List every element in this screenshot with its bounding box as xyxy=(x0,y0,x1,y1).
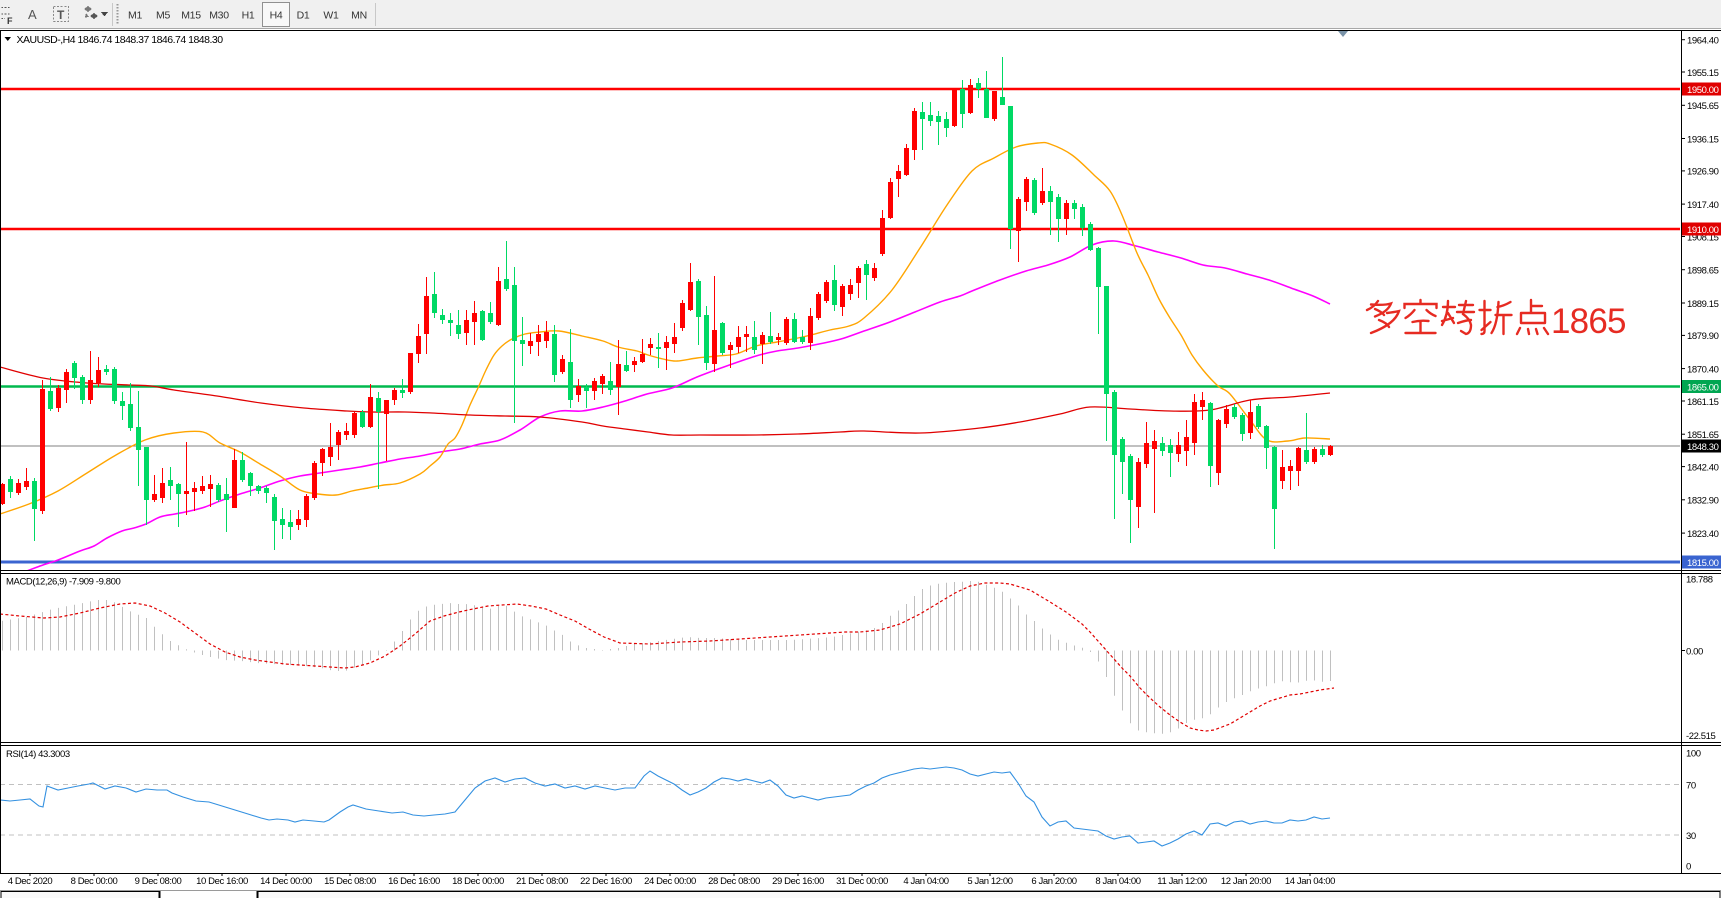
svg-text:70: 70 xyxy=(1686,780,1696,791)
svg-text:1955.15: 1955.15 xyxy=(1687,68,1719,79)
svg-text:D1: D1 xyxy=(297,10,310,22)
svg-text:M5: M5 xyxy=(156,10,170,22)
svg-text:0: 0 xyxy=(1686,862,1691,873)
svg-text:1910.00: 1910.00 xyxy=(1687,225,1719,236)
svg-text:1865: 1865 xyxy=(1551,302,1626,341)
svg-text:T: T xyxy=(57,8,65,22)
svg-text:-22.515: -22.515 xyxy=(1686,731,1716,742)
svg-text:1926.90: 1926.90 xyxy=(1687,167,1719,178)
svg-text:21 Dec 08:00: 21 Dec 08:00 xyxy=(516,876,568,887)
svg-text:F: F xyxy=(7,16,13,26)
svg-text:1908.15: 1908.15 xyxy=(1687,232,1719,243)
svg-text:28 Dec 08:00: 28 Dec 08:00 xyxy=(708,876,760,887)
svg-text:W1: W1 xyxy=(323,10,339,22)
svg-text:29 Dec 16:00: 29 Dec 16:00 xyxy=(772,876,824,887)
svg-text:1950.00: 1950.00 xyxy=(1687,85,1719,96)
svg-text:1964.40: 1964.40 xyxy=(1687,36,1719,47)
svg-text:11 Jan 12:00: 11 Jan 12:00 xyxy=(1157,876,1207,887)
svg-text:M1: M1 xyxy=(128,10,142,22)
svg-text:H1: H1 xyxy=(242,10,255,22)
svg-text:MN: MN xyxy=(351,10,367,22)
svg-text:1851.65: 1851.65 xyxy=(1687,430,1719,441)
svg-text:1898.65: 1898.65 xyxy=(1687,266,1719,277)
svg-text:1861.15: 1861.15 xyxy=(1687,397,1719,408)
svg-text:1889.15: 1889.15 xyxy=(1687,299,1719,310)
svg-text:4 Dec 2020: 4 Dec 2020 xyxy=(8,876,53,887)
svg-text:MACD(12,26,9) -7.909 -9.800: MACD(12,26,9) -7.909 -9.800 xyxy=(6,577,120,588)
svg-text:RSI(14) 43.3003: RSI(14) 43.3003 xyxy=(6,749,70,760)
svg-text:18 Dec 00:00: 18 Dec 00:00 xyxy=(452,876,504,887)
svg-text:1879.90: 1879.90 xyxy=(1687,331,1719,342)
svg-text:30: 30 xyxy=(1686,831,1696,842)
svg-text:9 Dec 08:00: 9 Dec 08:00 xyxy=(135,876,182,887)
svg-text:4 Jan 04:00: 4 Jan 04:00 xyxy=(903,876,948,887)
svg-text:8 Jan 04:00: 8 Jan 04:00 xyxy=(1095,876,1140,887)
svg-text:24 Dec 00:00: 24 Dec 00:00 xyxy=(644,876,696,887)
svg-text:M15: M15 xyxy=(181,10,201,22)
svg-text:XAUUSD-,H4 1846.74 1848.37 18: XAUUSD-,H4 1846.74 1848.37 1846.74 1848.… xyxy=(17,34,224,46)
svg-text:0.00: 0.00 xyxy=(1686,646,1703,657)
svg-text:1842.40: 1842.40 xyxy=(1687,462,1719,473)
svg-text:1848.30: 1848.30 xyxy=(1687,442,1719,453)
svg-text:1865.00: 1865.00 xyxy=(1687,382,1719,393)
svg-text:1815.00: 1815.00 xyxy=(1687,558,1719,569)
svg-text:18.788: 18.788 xyxy=(1686,575,1713,586)
svg-text:M30: M30 xyxy=(209,10,229,22)
svg-text:10 Dec 16:00: 10 Dec 16:00 xyxy=(196,876,248,887)
svg-text:5 Jan 12:00: 5 Jan 12:00 xyxy=(967,876,1012,887)
svg-text:1823.40: 1823.40 xyxy=(1687,529,1719,540)
svg-text:12 Jan 20:00: 12 Jan 20:00 xyxy=(1221,876,1271,887)
svg-text:14 Jan 04:00: 14 Jan 04:00 xyxy=(1285,876,1335,887)
svg-text:1917.40: 1917.40 xyxy=(1687,200,1719,211)
svg-text:14 Dec 00:00: 14 Dec 00:00 xyxy=(260,876,312,887)
svg-text:1870.40: 1870.40 xyxy=(1687,364,1719,375)
svg-text:100: 100 xyxy=(1686,749,1701,760)
svg-text:16 Dec 16:00: 16 Dec 16:00 xyxy=(388,876,440,887)
svg-text:15 Dec 08:00: 15 Dec 08:00 xyxy=(324,876,376,887)
svg-text:8 Dec 00:00: 8 Dec 00:00 xyxy=(71,876,118,887)
svg-text:1945.65: 1945.65 xyxy=(1687,101,1719,112)
svg-text:A: A xyxy=(28,7,37,22)
svg-text:6 Jan 20:00: 6 Jan 20:00 xyxy=(1031,876,1076,887)
svg-text:1832.90: 1832.90 xyxy=(1687,496,1719,507)
svg-text:22 Dec 16:00: 22 Dec 16:00 xyxy=(580,876,632,887)
svg-text:31 Dec 00:00: 31 Dec 00:00 xyxy=(836,876,888,887)
svg-text:1936.15: 1936.15 xyxy=(1687,134,1719,145)
svg-text:H4: H4 xyxy=(270,10,283,22)
